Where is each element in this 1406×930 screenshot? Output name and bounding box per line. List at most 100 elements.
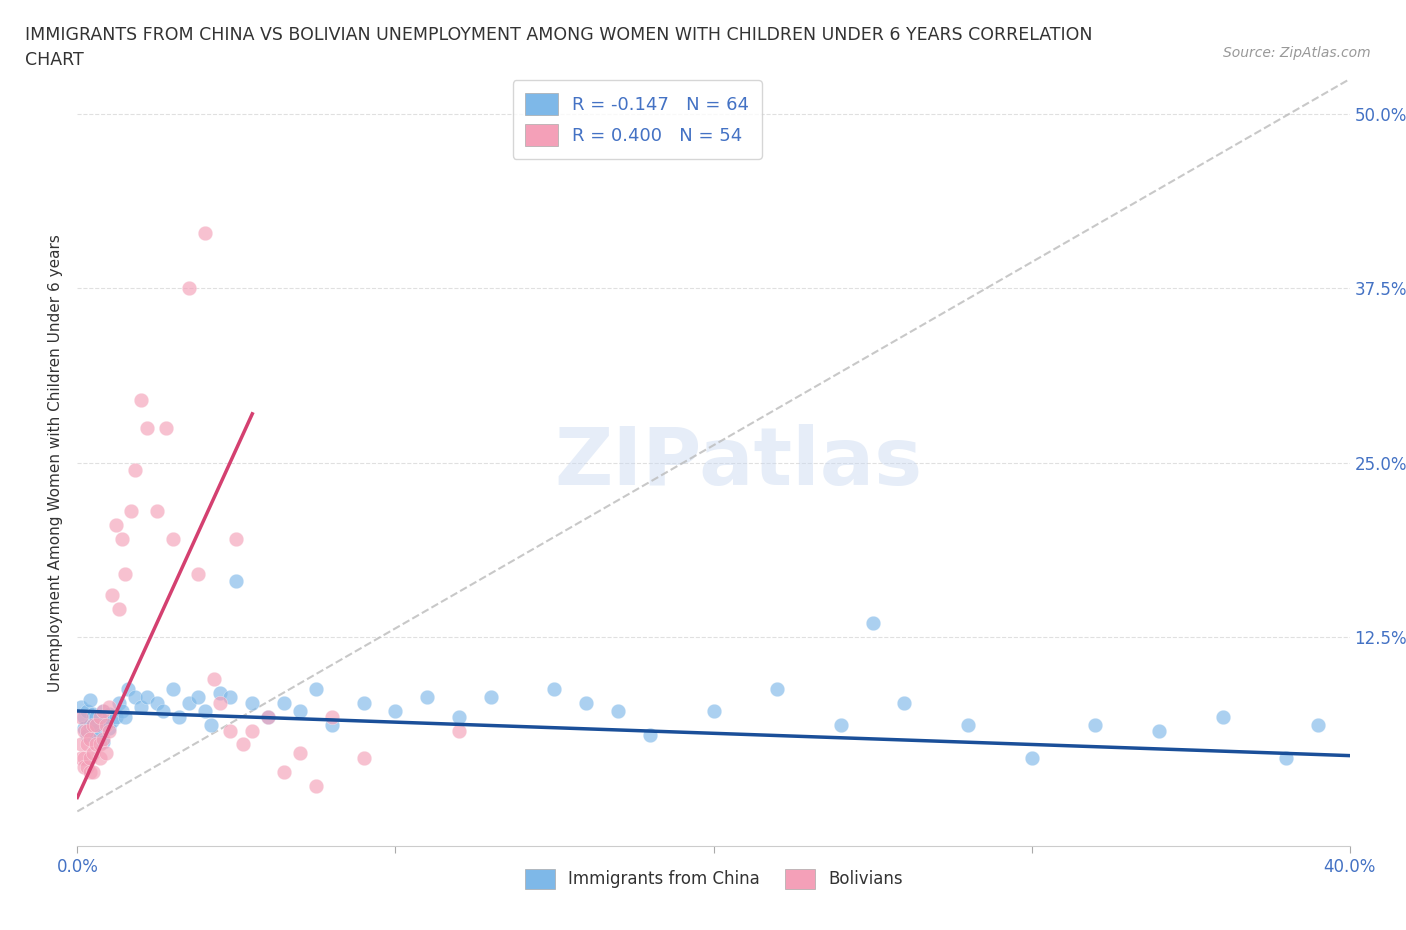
Point xyxy=(120,504,142,519)
Point xyxy=(209,685,232,700)
Point xyxy=(73,724,96,738)
Point xyxy=(86,710,108,724)
Point xyxy=(73,751,96,766)
Point xyxy=(76,727,98,742)
Point xyxy=(76,704,98,719)
Point xyxy=(146,696,169,711)
Point xyxy=(101,713,124,728)
Point xyxy=(73,720,96,735)
Point xyxy=(76,759,98,774)
Point xyxy=(449,724,471,738)
Point xyxy=(82,718,104,733)
Point xyxy=(91,704,114,719)
Point xyxy=(321,710,343,724)
Point xyxy=(98,724,121,738)
Point xyxy=(86,718,108,733)
Point xyxy=(638,727,661,742)
Point xyxy=(703,704,725,719)
Point xyxy=(91,704,114,719)
Point xyxy=(257,710,280,724)
Text: IMMIGRANTS FROM CHINA VS BOLIVIAN UNEMPLOYMENT AMONG WOMEN WITH CHILDREN UNDER 6: IMMIGRANTS FROM CHINA VS BOLIVIAN UNEMPL… xyxy=(25,26,1092,44)
Point xyxy=(114,710,136,724)
Point xyxy=(305,779,328,794)
Point xyxy=(543,681,565,696)
Point xyxy=(98,699,121,714)
Point xyxy=(124,690,146,705)
Point xyxy=(73,710,96,724)
Point xyxy=(1147,724,1170,738)
Text: Source: ZipAtlas.com: Source: ZipAtlas.com xyxy=(1223,46,1371,60)
Point xyxy=(862,616,884,631)
Point xyxy=(79,751,101,766)
Point xyxy=(1021,751,1043,766)
Y-axis label: Unemployment Among Women with Children Under 6 years: Unemployment Among Women with Children U… xyxy=(48,233,63,692)
Point xyxy=(124,462,146,477)
Point xyxy=(107,602,129,617)
Point xyxy=(129,699,152,714)
Point xyxy=(104,710,127,724)
Point xyxy=(162,532,184,547)
Point xyxy=(69,699,91,714)
Point xyxy=(69,710,91,724)
Point xyxy=(167,710,190,724)
Point xyxy=(114,567,136,582)
Point xyxy=(257,710,280,724)
Legend: Immigrants from China, Bolivians: Immigrants from China, Bolivians xyxy=(517,862,910,896)
Point xyxy=(98,707,121,722)
Point xyxy=(136,690,159,705)
Point xyxy=(155,420,177,435)
Point xyxy=(73,759,96,774)
Point xyxy=(82,764,104,779)
Point xyxy=(384,704,406,719)
Point xyxy=(225,532,247,547)
Point xyxy=(89,737,111,751)
Point xyxy=(152,704,174,719)
Text: CHART: CHART xyxy=(25,51,84,69)
Point xyxy=(219,724,242,738)
Point xyxy=(607,704,630,719)
Point xyxy=(187,690,209,705)
Point xyxy=(202,671,225,686)
Point xyxy=(177,281,200,296)
Point xyxy=(79,718,101,733)
Point xyxy=(321,718,343,733)
Point xyxy=(209,696,232,711)
Point xyxy=(111,532,134,547)
Point xyxy=(107,696,129,711)
Point xyxy=(353,696,375,711)
Point xyxy=(194,225,217,240)
Point xyxy=(94,746,117,761)
Point xyxy=(288,704,311,719)
Point xyxy=(240,724,263,738)
Point xyxy=(82,707,104,722)
Point xyxy=(91,735,114,750)
Point xyxy=(82,724,104,738)
Point xyxy=(416,690,439,705)
Point xyxy=(79,731,101,746)
Point xyxy=(305,681,328,696)
Point xyxy=(104,518,127,533)
Point xyxy=(136,420,159,435)
Point xyxy=(111,704,134,719)
Point xyxy=(86,718,108,733)
Point xyxy=(79,764,101,779)
Point xyxy=(89,727,111,742)
Point xyxy=(79,692,101,708)
Point xyxy=(94,713,117,728)
Point xyxy=(82,746,104,761)
Point xyxy=(177,696,200,711)
Point xyxy=(219,690,242,705)
Point xyxy=(240,696,263,711)
Point xyxy=(479,690,502,705)
Point xyxy=(766,681,789,696)
Point xyxy=(69,737,91,751)
Point xyxy=(146,504,169,519)
Point xyxy=(76,724,98,738)
Point xyxy=(89,710,111,724)
Text: ZIPatlas: ZIPatlas xyxy=(555,424,924,501)
Point xyxy=(1084,718,1107,733)
Point xyxy=(76,737,98,751)
Point xyxy=(101,588,124,603)
Point xyxy=(162,681,184,696)
Point xyxy=(86,737,108,751)
